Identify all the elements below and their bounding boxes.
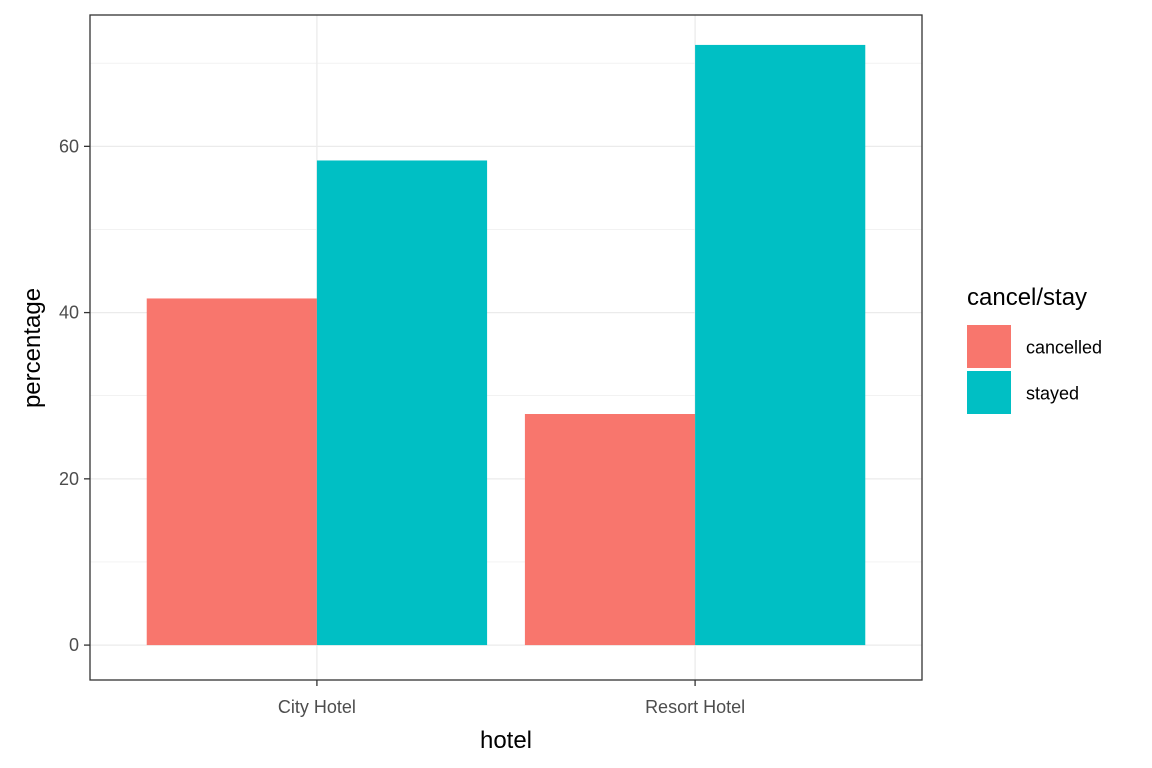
plot-border: [89, 14, 923, 681]
legend-label-stayed: stayed: [1026, 384, 1079, 404]
bar-cancelled-0: [146, 298, 317, 646]
bar-cancelled-1: [524, 414, 696, 646]
x-tick-label: City Hotel: [278, 697, 356, 717]
legend-key-stayed: [967, 371, 1011, 414]
legend: cancel/stay cancelled stayed: [967, 284, 1102, 414]
plot-panel: 0 20 40 60 City Hotel Resort Hotel: [59, 14, 923, 717]
x-tick-label: Resort Hotel: [645, 697, 745, 717]
legend-title: cancel/stay: [967, 284, 1087, 311]
y-tick-label: 20: [59, 469, 79, 489]
y-axis-title: percentage: [19, 288, 46, 408]
y-tick-label: 40: [59, 303, 79, 323]
bar-stayed-0: [316, 160, 488, 646]
x-axis-title: hotel: [480, 727, 532, 754]
legend-label-cancelled: cancelled: [1026, 338, 1102, 358]
y-tick-label: 0: [69, 635, 79, 655]
legend-key-cancelled: [967, 325, 1011, 368]
bar-stayed-1: [695, 44, 866, 646]
y-tick-label: 60: [59, 136, 79, 156]
